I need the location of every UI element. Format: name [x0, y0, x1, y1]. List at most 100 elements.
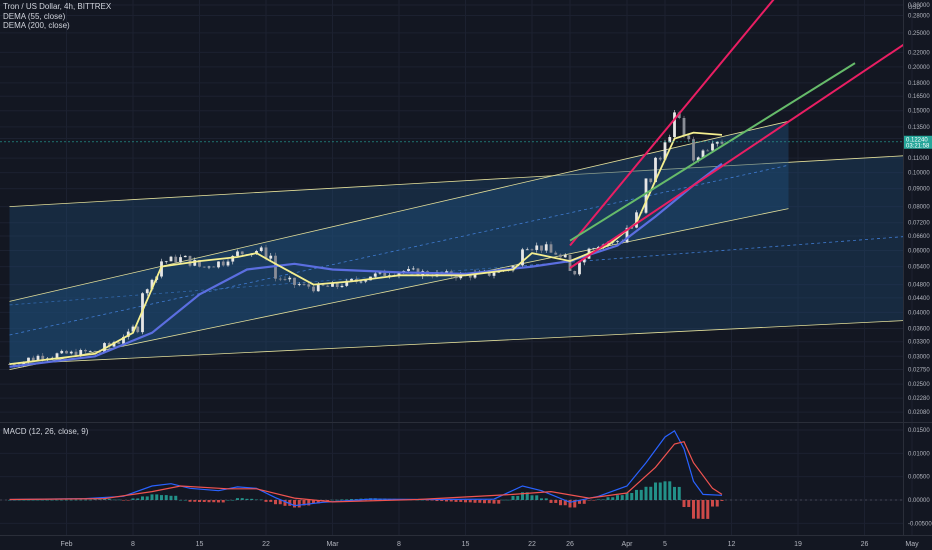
- macd-histogram-bar: [473, 500, 477, 503]
- candle-body: [240, 251, 244, 255]
- macd-histogram-bar: [611, 497, 615, 500]
- macd-histogram-bar: [345, 499, 349, 500]
- macd-histogram-bar: [264, 500, 268, 502]
- macd-histogram-bar: [497, 500, 501, 504]
- candle-body: [649, 178, 653, 183]
- time-tick-label: Apr: [622, 541, 634, 548]
- macd-histogram-bar: [122, 500, 125, 501]
- candle-body: [616, 240, 619, 242]
- macd-histogram-bar: [326, 500, 330, 502]
- price-tick-label: 0.16500: [908, 94, 930, 100]
- macd-histogram-bar: [278, 500, 282, 505]
- candle-body: [174, 256, 178, 263]
- macd-histogram-bar: [50, 499, 54, 501]
- price-tick-label: 0.03300: [908, 340, 930, 346]
- candle-body: [359, 281, 363, 283]
- grid: [0, 0, 913, 535]
- candle-body: [663, 142, 667, 160]
- macd-histogram-bar: [288, 500, 292, 506]
- time-tick-label: 22: [262, 541, 270, 548]
- time-tick-label: Feb: [60, 541, 72, 548]
- macd-histogram-bar: [174, 495, 178, 500]
- candle-body: [345, 280, 349, 286]
- candle-body: [231, 255, 235, 262]
- macd-histogram-bar: [578, 500, 581, 504]
- candle-body: [107, 343, 111, 347]
- macd-histogram-bar: [250, 498, 254, 500]
- candle-body: [74, 351, 78, 357]
- macd-histogram-bar: [255, 499, 258, 501]
- candle-body: [407, 268, 410, 271]
- macd-pane[interactable]: [0, 430, 903, 519]
- candle-body: [103, 343, 106, 352]
- candle-body: [340, 285, 344, 288]
- macd-histogram-bar: [635, 489, 638, 500]
- macd-histogram-bar: [155, 494, 159, 500]
- macd-histogram-bar: [654, 482, 657, 500]
- price-pane[interactable]: [0, 0, 912, 370]
- macd-tick-label: 0.01000: [908, 451, 930, 457]
- dema-200-legend[interactable]: DEMA (200, close): [3, 21, 70, 30]
- macd-histogram-bar: [696, 500, 700, 519]
- candle-body: [259, 247, 263, 251]
- time-axis[interactable]: Feb 8 15 22 Mar 8 15 22 26 Apr 5 12 19 26 May: [60, 541, 919, 548]
- candle-body: [93, 350, 97, 352]
- macd-histogram-bar: [682, 500, 686, 507]
- candle-body: [535, 245, 539, 250]
- macd-histogram-bar: [297, 500, 301, 508]
- macd-histogram-bar: [525, 492, 529, 500]
- macd-histogram-bar: [639, 489, 643, 500]
- candle-body: [150, 279, 154, 290]
- candle-body: [321, 284, 325, 286]
- candle-body: [578, 262, 581, 275]
- macd-histogram-bar: [307, 500, 311, 506]
- candle-body: [274, 255, 277, 279]
- macd-histogram-bar: [487, 500, 491, 504]
- channel-narrow-upper-line: [9, 120, 789, 302]
- price-axis[interactable]: 0.30000 0.28000 0.25000 0.22000 0.20000 0.180…: [904, 3, 932, 416]
- time-tick-label: 26: [861, 541, 869, 548]
- macd-tick-label: 0.01500: [908, 428, 930, 434]
- macd-axis[interactable]: 0.01500 0.01000 0.00500 0.00000 -0.00500: [908, 428, 932, 527]
- price-tick-label: 0.06600: [908, 234, 930, 240]
- macd-legend[interactable]: MACD (12, 26, close, 9): [3, 427, 89, 436]
- channel-narrow-fill: [9, 121, 789, 370]
- macd-histogram-bar: [103, 498, 106, 500]
- macd-histogram-bar: [88, 499, 92, 501]
- macd-histogram-bar: [616, 495, 619, 500]
- symbol-title[interactable]: Tron / US Dollar, 4h, BITTREX: [3, 2, 112, 11]
- candle-body: [559, 254, 562, 258]
- macd-histogram-bar: [592, 500, 596, 501]
- macd-histogram-bar: [720, 500, 724, 501]
- macd-histogram-bar: [478, 500, 482, 503]
- dema-55-legend[interactable]: DEMA (55, close): [3, 12, 66, 21]
- macd-histogram-bar: [625, 493, 629, 500]
- candle-body: [255, 250, 258, 254]
- macd-histogram-bar: [340, 499, 344, 500]
- candle-body: [658, 157, 662, 160]
- macd-histogram-bar: [198, 500, 201, 502]
- price-tick-label: 0.18000: [908, 81, 930, 87]
- price-tick-label: 0.04800: [908, 283, 930, 289]
- candle-body: [188, 255, 192, 266]
- candle-body: [183, 255, 187, 258]
- macd-histogram-bar: [302, 500, 306, 506]
- macd-histogram-bar: [226, 500, 230, 501]
- macd-histogram-bar: [658, 482, 662, 500]
- last-price-label: 0.12240: [906, 137, 928, 143]
- candle-body: [706, 150, 710, 152]
- macd-histogram-bar: [188, 500, 192, 502]
- price-tick-label: 0.03000: [908, 354, 930, 360]
- macd-histogram-bar: [440, 500, 444, 502]
- candle-body: [673, 112, 676, 138]
- price-tick-label: 0.28000: [908, 14, 930, 20]
- macd-histogram-bar: [559, 500, 562, 506]
- countdown-label: 03:21:58: [906, 143, 930, 149]
- time-tick-label: 26: [566, 541, 574, 548]
- candle-body: [654, 157, 657, 183]
- candle-body: [112, 342, 116, 347]
- price-tick-label: 0.02500: [908, 382, 930, 388]
- time-tick-label: Mar: [326, 541, 339, 548]
- candle-body: [283, 278, 287, 280]
